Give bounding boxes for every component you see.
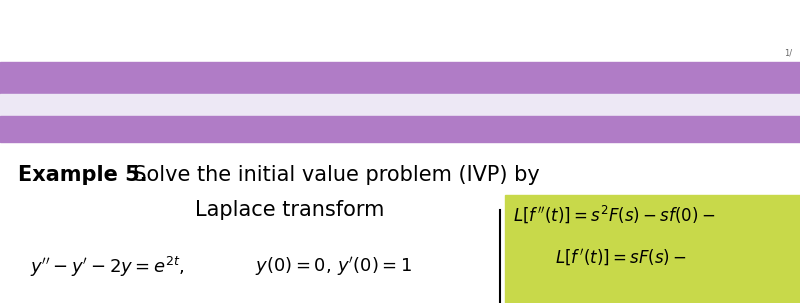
- Text: Example 5.: Example 5.: [18, 165, 148, 185]
- Text: $y(0) = 0,\, y'(0) = 1$: $y(0) = 0,\, y'(0) = 1$: [255, 255, 412, 278]
- Text: 1/: 1/: [784, 49, 792, 58]
- Text: $L[f\,'(t)] = sF(s) -$: $L[f\,'(t)] = sF(s) -$: [555, 247, 687, 268]
- Text: $L[f\,''(t)] = s^{2}F(s) - sf(0) -$: $L[f\,''(t)] = s^{2}F(s) - sf(0) -$: [513, 203, 715, 225]
- Bar: [0, 116, 800, 142]
- Bar: [505, 195, 800, 303]
- Bar: [0, 94, 800, 116]
- Bar: [0, 62, 800, 94]
- Text: Laplace transform: Laplace transform: [195, 200, 384, 220]
- Text: Solve the initial value problem (IVP) by: Solve the initial value problem (IVP) by: [120, 165, 540, 185]
- Text: $y'' - y' - 2y = e^{2t},$: $y'' - y' - 2y = e^{2t},$: [30, 255, 185, 279]
